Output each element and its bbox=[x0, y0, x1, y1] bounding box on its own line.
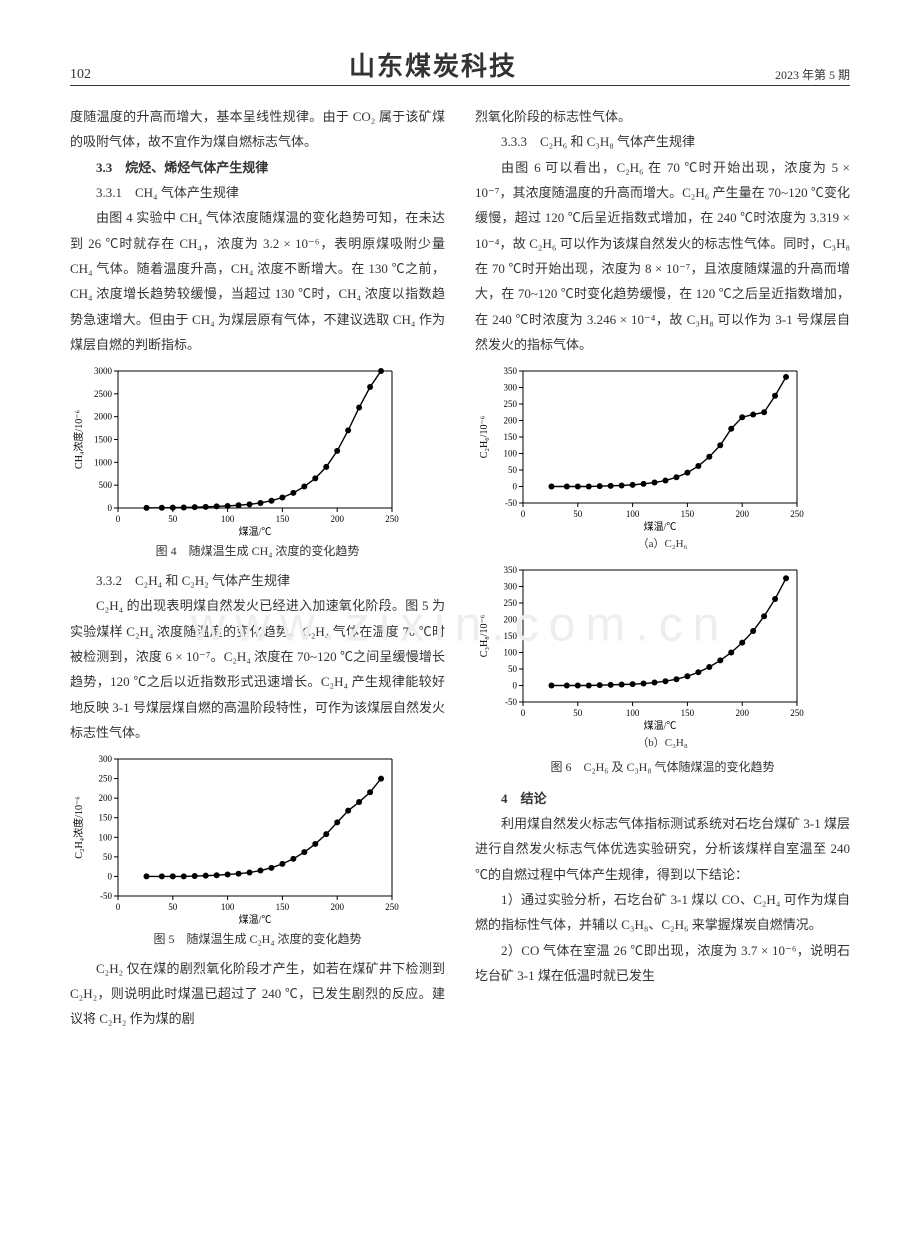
page-header: 102 山东煤炭科技 2023 年第 5 期 bbox=[70, 50, 850, 86]
svg-text:500: 500 bbox=[99, 481, 113, 491]
svg-text:200: 200 bbox=[99, 793, 113, 803]
fig6a-subcaption: （a）C₂H₆ bbox=[475, 534, 850, 555]
svg-text:50: 50 bbox=[573, 509, 583, 519]
svg-text:煤温/℃: 煤温/℃ bbox=[239, 525, 272, 538]
svg-text:0: 0 bbox=[116, 514, 121, 524]
svg-text:50: 50 bbox=[168, 902, 178, 912]
svg-text:50: 50 bbox=[573, 708, 583, 718]
para-conclusion-1: 1）通过实验分析，石圪台矿 3-1 煤以 CO、C₂H₄ 可作为煤自燃的指标性气… bbox=[475, 887, 850, 938]
two-column-layout: 度随温度的升高而增大，基本呈线性规律。由于 CO₂ 属于该矿煤的吸附气体，故不宜… bbox=[70, 104, 850, 1032]
svg-text:100: 100 bbox=[99, 833, 113, 843]
svg-text:150: 150 bbox=[99, 813, 113, 823]
svg-text:250: 250 bbox=[99, 774, 113, 784]
svg-text:100: 100 bbox=[504, 449, 518, 459]
section-4: 4 结论 bbox=[475, 786, 850, 811]
svg-text:CH₄浓度/10⁻⁶: CH₄浓度/10⁻⁶ bbox=[72, 410, 85, 469]
fig6b-subcaption: （b）C₃H₈ bbox=[475, 733, 850, 754]
svg-text:200: 200 bbox=[330, 514, 344, 524]
left-column: 度随温度的升高而增大，基本呈线性规律。由于 CO₂ 属于该矿煤的吸附气体，故不宜… bbox=[70, 104, 445, 1032]
svg-text:1500: 1500 bbox=[94, 435, 113, 445]
svg-text:200: 200 bbox=[735, 708, 749, 718]
svg-text:300: 300 bbox=[504, 581, 518, 591]
svg-text:150: 150 bbox=[276, 514, 290, 524]
svg-text:100: 100 bbox=[626, 708, 640, 718]
para-c2h4: C₂H₄ 的出现表明煤自然发火已经进入加速氧化阶段。图 5 为实验煤样 C₂H₄… bbox=[70, 593, 445, 745]
svg-text:150: 150 bbox=[504, 432, 518, 442]
svg-text:3000: 3000 bbox=[94, 366, 113, 376]
svg-text:200: 200 bbox=[504, 416, 518, 426]
section-3-3-2: 3.3.2 C₂H₄ 和 C₂H₂ 气体产生规律 bbox=[70, 568, 445, 593]
svg-text:250: 250 bbox=[790, 708, 804, 718]
svg-text:150: 150 bbox=[681, 509, 695, 519]
svg-text:0: 0 bbox=[521, 708, 526, 718]
svg-text:100: 100 bbox=[504, 647, 518, 657]
para-c2h2: C₂H₂ 仅在煤的剧烈氧化阶段才产生，如若在煤矿井下检测到 C₂H₂，则说明此时… bbox=[70, 956, 445, 1032]
svg-text:50: 50 bbox=[508, 465, 518, 475]
figure-4: 050100150200250050010001500200025003000煤… bbox=[70, 363, 445, 563]
svg-text:250: 250 bbox=[504, 399, 518, 409]
section-3-3: 3.3 烷烃、烯烃气体产生规律 bbox=[70, 155, 445, 180]
svg-text:250: 250 bbox=[790, 509, 804, 519]
svg-text:煤温/℃: 煤温/℃ bbox=[644, 520, 677, 533]
svg-text:-50: -50 bbox=[505, 697, 517, 707]
para-continuation: 度随温度的升高而增大，基本呈线性规律。由于 CO₂ 属于该矿煤的吸附气体，故不宜… bbox=[70, 104, 445, 155]
svg-text:100: 100 bbox=[221, 514, 235, 524]
svg-text:200: 200 bbox=[735, 509, 749, 519]
svg-text:0: 0 bbox=[108, 503, 113, 513]
svg-text:250: 250 bbox=[504, 598, 518, 608]
figure-6a: 0 50 100 150 200 250 -50 0 50 100 150 200 250 300 350 煤… bbox=[475, 363, 850, 555]
fig6-caption: 图 6 C₂H₆ 及 C₃H₈ 气体随煤温的变化趋势 bbox=[475, 756, 850, 779]
svg-text:350: 350 bbox=[504, 565, 518, 575]
svg-text:250: 250 bbox=[385, 902, 399, 912]
svg-text:50: 50 bbox=[508, 664, 518, 674]
svg-text:2000: 2000 bbox=[94, 412, 113, 422]
section-3-3-3: 3.3.3 C₂H₆ 和 C₃H₈ 气体产生规律 bbox=[475, 129, 850, 154]
svg-text:250: 250 bbox=[385, 514, 399, 524]
journal-title: 山东煤炭科技 bbox=[91, 46, 775, 83]
issue-label: 2023 年第 5 期 bbox=[775, 66, 850, 83]
fig4-chart: 050100150200250050010001500200025003000煤… bbox=[70, 363, 400, 538]
svg-text:煤温/℃: 煤温/℃ bbox=[644, 719, 677, 732]
fig5-caption: 图 5 随煤温生成 C₂H₄ 浓度的变化趋势 bbox=[70, 928, 445, 951]
svg-text:-50: -50 bbox=[505, 498, 517, 508]
svg-text:200: 200 bbox=[504, 614, 518, 624]
svg-text:350: 350 bbox=[504, 366, 518, 376]
para-conclusion-intro: 利用煤自然发火标志气体指标测试系统对石圪台煤矿 3-1 煤层进行自然发火标志气体… bbox=[475, 811, 850, 887]
figure-6b: 0 50 100 150 200 250 -50 0 50 100 150 200 250 300 350 煤… bbox=[475, 562, 850, 780]
svg-text:-50: -50 bbox=[100, 891, 112, 901]
svg-text:0: 0 bbox=[108, 872, 113, 882]
svg-text:100: 100 bbox=[221, 902, 235, 912]
fig6a-chart: 0 50 100 150 200 250 -50 0 50 100 150 200 250 300 350 煤… bbox=[475, 363, 805, 533]
fig6b-chart: 0 50 100 150 200 250 -50 0 50 100 150 200 250 300 350 煤… bbox=[475, 562, 805, 732]
svg-text:150: 150 bbox=[681, 708, 695, 718]
svg-text:C₂H₄浓度/10⁻⁶: C₂H₄浓度/10⁻⁶ bbox=[72, 796, 85, 859]
svg-text:C₂H₆/10⁻⁶: C₂H₆/10⁻⁶ bbox=[479, 416, 490, 459]
figure-5: 0 50 100 150 200 250 -50 0 50 100 150 200 250 300 煤温/℃… bbox=[70, 751, 445, 951]
svg-text:50: 50 bbox=[168, 514, 178, 524]
svg-text:300: 300 bbox=[99, 754, 113, 764]
svg-text:300: 300 bbox=[504, 383, 518, 393]
svg-text:1000: 1000 bbox=[94, 458, 113, 468]
svg-text:100: 100 bbox=[626, 509, 640, 519]
section-3-3-1: 3.3.1 CH₄ 气体产生规律 bbox=[70, 180, 445, 205]
svg-text:200: 200 bbox=[330, 902, 344, 912]
svg-text:2500: 2500 bbox=[94, 389, 113, 399]
svg-text:0: 0 bbox=[116, 902, 121, 912]
svg-text:0: 0 bbox=[513, 482, 518, 492]
fig4-caption: 图 4 随煤温生成 CH₄ 浓度的变化趋势 bbox=[70, 540, 445, 563]
svg-text:C₃H₈/10⁻⁶: C₃H₈/10⁻⁶ bbox=[479, 614, 490, 657]
fig5-chart: 0 50 100 150 200 250 -50 0 50 100 150 200 250 300 煤温/℃… bbox=[70, 751, 400, 926]
svg-text:150: 150 bbox=[504, 631, 518, 641]
svg-text:150: 150 bbox=[276, 902, 290, 912]
right-column: 烈氧化阶段的标志性气体。 3.3.3 C₂H₆ 和 C₃H₈ 气体产生规律 由图… bbox=[475, 104, 850, 1032]
svg-text:0: 0 bbox=[513, 680, 518, 690]
para-continuation-r: 烈氧化阶段的标志性气体。 bbox=[475, 104, 850, 129]
para-ch4: 由图 4 实验中 CH₄ 气体浓度随煤温的变化趋势可知，在未达到 26 ℃时就存… bbox=[70, 205, 445, 357]
svg-text:50: 50 bbox=[103, 852, 113, 862]
svg-text:0: 0 bbox=[521, 509, 526, 519]
page-number: 102 bbox=[70, 67, 91, 83]
para-conclusion-2: 2）CO 气体在室温 26 ℃即出现，浓度为 3.7 × 10⁻⁶，说明石圪台矿… bbox=[475, 938, 850, 989]
para-c2h6-c3h8: 由图 6 可以看出，C₂H₆ 在 70 ℃时开始出现，浓度为 5 × 10⁻⁷，… bbox=[475, 155, 850, 358]
svg-text:煤温/℃: 煤温/℃ bbox=[239, 913, 272, 926]
